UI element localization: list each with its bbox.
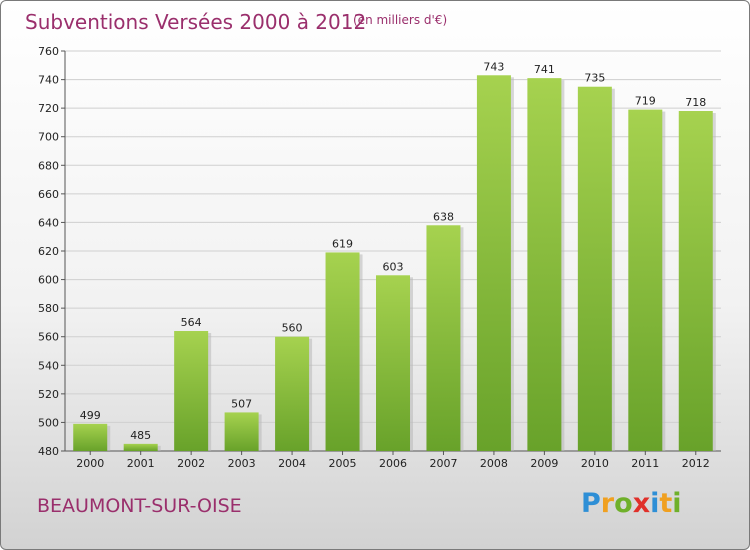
bar-2005 bbox=[325, 252, 360, 451]
logo-letter: x bbox=[632, 488, 651, 519]
y-tick-label: 560 bbox=[38, 331, 59, 344]
logo-letter: P bbox=[581, 488, 601, 519]
x-tick-label: 2008 bbox=[480, 457, 508, 470]
city-name: BEAUMONT-SUR-OISE bbox=[37, 495, 242, 517]
data-label: 735 bbox=[584, 72, 605, 85]
bar-2011 bbox=[628, 109, 663, 452]
x-tick-label: 2011 bbox=[631, 457, 659, 470]
bar-2001 bbox=[123, 443, 158, 451]
data-label: 638 bbox=[433, 210, 454, 223]
y-tick-label: 720 bbox=[38, 102, 59, 115]
y-tick-label: 640 bbox=[38, 216, 59, 229]
bar-2000 bbox=[73, 423, 108, 451]
y-tick-label: 520 bbox=[38, 388, 59, 401]
y-tick-label: 600 bbox=[38, 274, 59, 287]
bar-2010 bbox=[577, 86, 612, 451]
y-tick-label: 500 bbox=[38, 416, 59, 429]
data-label: 741 bbox=[534, 63, 555, 76]
y-tick-label: 680 bbox=[38, 159, 59, 172]
bar-2006 bbox=[376, 275, 410, 451]
data-label: 743 bbox=[483, 60, 504, 73]
data-label: 560 bbox=[282, 322, 303, 335]
data-label: 507 bbox=[231, 397, 252, 410]
bar-2007 bbox=[426, 225, 461, 451]
bar-2002 bbox=[174, 331, 209, 451]
y-tick-label: 760 bbox=[38, 45, 59, 58]
data-label: 499 bbox=[80, 409, 101, 422]
proxiti-logo: Proxiti bbox=[581, 488, 682, 519]
data-label: 719 bbox=[635, 95, 656, 108]
y-tick-label: 700 bbox=[38, 131, 59, 144]
data-label: 564 bbox=[181, 316, 202, 329]
data-label: 718 bbox=[685, 96, 706, 109]
x-tick-label: 2002 bbox=[177, 457, 205, 470]
bar-2009 bbox=[527, 78, 562, 452]
chart-subtitle: (en milliers d'€) bbox=[353, 13, 448, 27]
logo-letter: i bbox=[672, 488, 682, 519]
x-tick-label: 2012 bbox=[682, 457, 710, 470]
bars bbox=[73, 75, 716, 452]
y-tick-label: 740 bbox=[38, 74, 59, 87]
logo-letter: t bbox=[659, 488, 673, 519]
logo-letter: o bbox=[614, 488, 633, 519]
y-tick-label: 540 bbox=[38, 359, 59, 372]
y-tick-label: 480 bbox=[38, 445, 59, 458]
x-tick-label: 2007 bbox=[429, 457, 457, 470]
x-tick-label: 2005 bbox=[329, 457, 357, 470]
x-tick-label: 2010 bbox=[581, 457, 609, 470]
data-labels: 499 485 564 507 560 619 603 638 743 741 735 719 718 bbox=[80, 60, 707, 442]
x-tick-labels: 2000 2001 2002 2003 2004 2005 2006 2007 2008 2009… bbox=[76, 451, 710, 470]
data-label: 485 bbox=[130, 429, 151, 442]
bar-2008 bbox=[476, 75, 511, 452]
x-tick-label: 2006 bbox=[379, 457, 407, 470]
y-tick-label: 660 bbox=[38, 188, 59, 201]
x-tick-label: 2009 bbox=[530, 457, 558, 470]
bar-2003 bbox=[224, 412, 259, 451]
x-tick-label: 2004 bbox=[278, 457, 306, 470]
y-tick-labels: 480 500 520 540 560 580 600 620 640 660 680 700 720 7… bbox=[38, 45, 59, 458]
x-tick-label: 2000 bbox=[76, 457, 104, 470]
x-tick-label: 2001 bbox=[127, 457, 155, 470]
logo-letter: r bbox=[600, 488, 615, 519]
data-label: 603 bbox=[383, 260, 404, 273]
bar-2012 bbox=[678, 111, 713, 451]
y-tick-label: 620 bbox=[38, 245, 59, 258]
bar-2004 bbox=[275, 336, 310, 451]
y-tick-label: 580 bbox=[38, 302, 59, 315]
chart-title: Subventions Versées 2000 à 2012 bbox=[25, 10, 367, 34]
x-tick-label: 2003 bbox=[228, 457, 256, 470]
data-label: 619 bbox=[332, 237, 353, 250]
logo-letter: i bbox=[650, 488, 660, 519]
